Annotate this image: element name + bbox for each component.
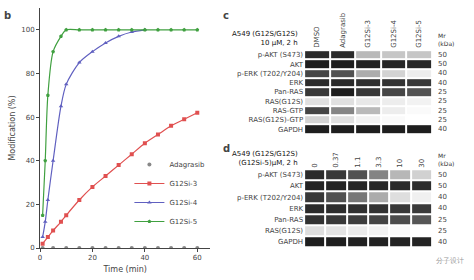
svg-text:80: 80 bbox=[26, 70, 35, 78]
svg-text:20: 20 bbox=[88, 254, 97, 262]
svg-text:40: 40 bbox=[26, 157, 35, 165]
svg-text:25: 25 bbox=[438, 216, 447, 224]
svg-text:60: 60 bbox=[26, 114, 35, 122]
svg-text:p-ERK (T202/Y204): p-ERK (T202/Y204) bbox=[237, 70, 303, 78]
svg-text:b: b bbox=[4, 10, 11, 21]
svg-text:25: 25 bbox=[438, 107, 447, 115]
svg-text:p-AKT (S473): p-AKT (S473) bbox=[258, 51, 304, 59]
svg-text:A549 (G12S/G12S)(G12Si-5)μM, 2: A549 (G12S/G12S)(G12Si-5)μM, 2 h bbox=[232, 150, 298, 167]
svg-text:GAPDH: GAPDH bbox=[278, 238, 303, 246]
svg-text:G12Si-5: G12Si-5 bbox=[169, 218, 197, 226]
svg-text:GAPDH: GAPDH bbox=[278, 126, 303, 134]
svg-text:Pan-RAS: Pan-RAS bbox=[274, 88, 304, 96]
svg-text:50: 50 bbox=[438, 51, 447, 59]
svg-text:40: 40 bbox=[438, 125, 447, 133]
svg-text:Mr(kDa): Mr(kDa) bbox=[438, 32, 454, 47]
svg-text:0: 0 bbox=[38, 254, 42, 262]
svg-text:40: 40 bbox=[438, 193, 447, 201]
svg-text:0: 0 bbox=[311, 163, 319, 167]
svg-text:10: 10 bbox=[396, 159, 404, 168]
svg-text:25: 25 bbox=[438, 97, 447, 105]
svg-text:50: 50 bbox=[438, 182, 447, 190]
svg-text:20: 20 bbox=[26, 201, 35, 209]
svg-text:p-AKT (S473): p-AKT (S473) bbox=[258, 171, 304, 179]
svg-text:Adagrasib: Adagrasib bbox=[169, 161, 205, 169]
svg-text:40: 40 bbox=[140, 254, 149, 262]
svg-text:40: 40 bbox=[438, 204, 447, 212]
svg-text:Modification (%): Modification (%) bbox=[8, 95, 17, 160]
svg-text:Pan-RAS: Pan-RAS bbox=[274, 216, 304, 224]
svg-text:0.37: 0.37 bbox=[332, 152, 340, 168]
svg-text:Mr(kDa): Mr(kDa) bbox=[438, 152, 454, 167]
svg-text:G12Si-3: G12Si-3 bbox=[169, 180, 197, 188]
svg-text:100: 100 bbox=[21, 26, 34, 34]
svg-text:50: 50 bbox=[438, 60, 447, 68]
svg-text:AKT: AKT bbox=[290, 61, 304, 69]
svg-text:AKT: AKT bbox=[290, 182, 304, 190]
svg-text:RAS(G12S): RAS(G12S) bbox=[265, 227, 303, 235]
svg-text:RAS(G12S): RAS(G12S) bbox=[265, 98, 303, 106]
svg-text:60: 60 bbox=[193, 254, 202, 262]
svg-text:25: 25 bbox=[438, 88, 447, 96]
svg-text:0: 0 bbox=[30, 244, 34, 252]
svg-text:d: d bbox=[223, 143, 230, 154]
svg-text:3.3: 3.3 bbox=[375, 157, 383, 168]
svg-text:c: c bbox=[223, 10, 229, 21]
svg-text:G12Si-5: G12Si-5 bbox=[415, 20, 423, 48]
svg-text:Adagrasib: Adagrasib bbox=[339, 12, 347, 48]
svg-text:RAS(G12S)-GTP: RAS(G12S)-GTP bbox=[249, 116, 304, 124]
svg-text:30: 30 bbox=[418, 159, 426, 168]
svg-text:40: 40 bbox=[438, 69, 447, 77]
svg-text:DMSO: DMSO bbox=[313, 26, 321, 48]
svg-text:25: 25 bbox=[438, 116, 447, 124]
svg-text:分子设计: 分子设计 bbox=[436, 257, 464, 265]
svg-text:A549 (G12S/G12S)10 μM, 2 h: A549 (G12S/G12S)10 μM, 2 h bbox=[232, 30, 298, 47]
svg-text:1.1: 1.1 bbox=[354, 157, 362, 168]
svg-text:ERK: ERK bbox=[289, 79, 303, 87]
svg-text:40: 40 bbox=[438, 238, 447, 246]
svg-text:25: 25 bbox=[438, 227, 447, 235]
svg-text:50: 50 bbox=[438, 171, 447, 179]
svg-text:RAS-GTP: RAS-GTP bbox=[273, 107, 303, 115]
svg-text:ERK: ERK bbox=[289, 205, 303, 213]
svg-text:p-ERK (T202/Y204): p-ERK (T202/Y204) bbox=[237, 194, 303, 202]
svg-text:G12Si-3: G12Si-3 bbox=[364, 20, 372, 48]
svg-text:G12Si-4: G12Si-4 bbox=[169, 199, 197, 207]
svg-text:G12Si-4: G12Si-4 bbox=[390, 20, 398, 48]
svg-text:Time (min): Time (min) bbox=[102, 265, 146, 274]
svg-text:40: 40 bbox=[438, 79, 447, 87]
